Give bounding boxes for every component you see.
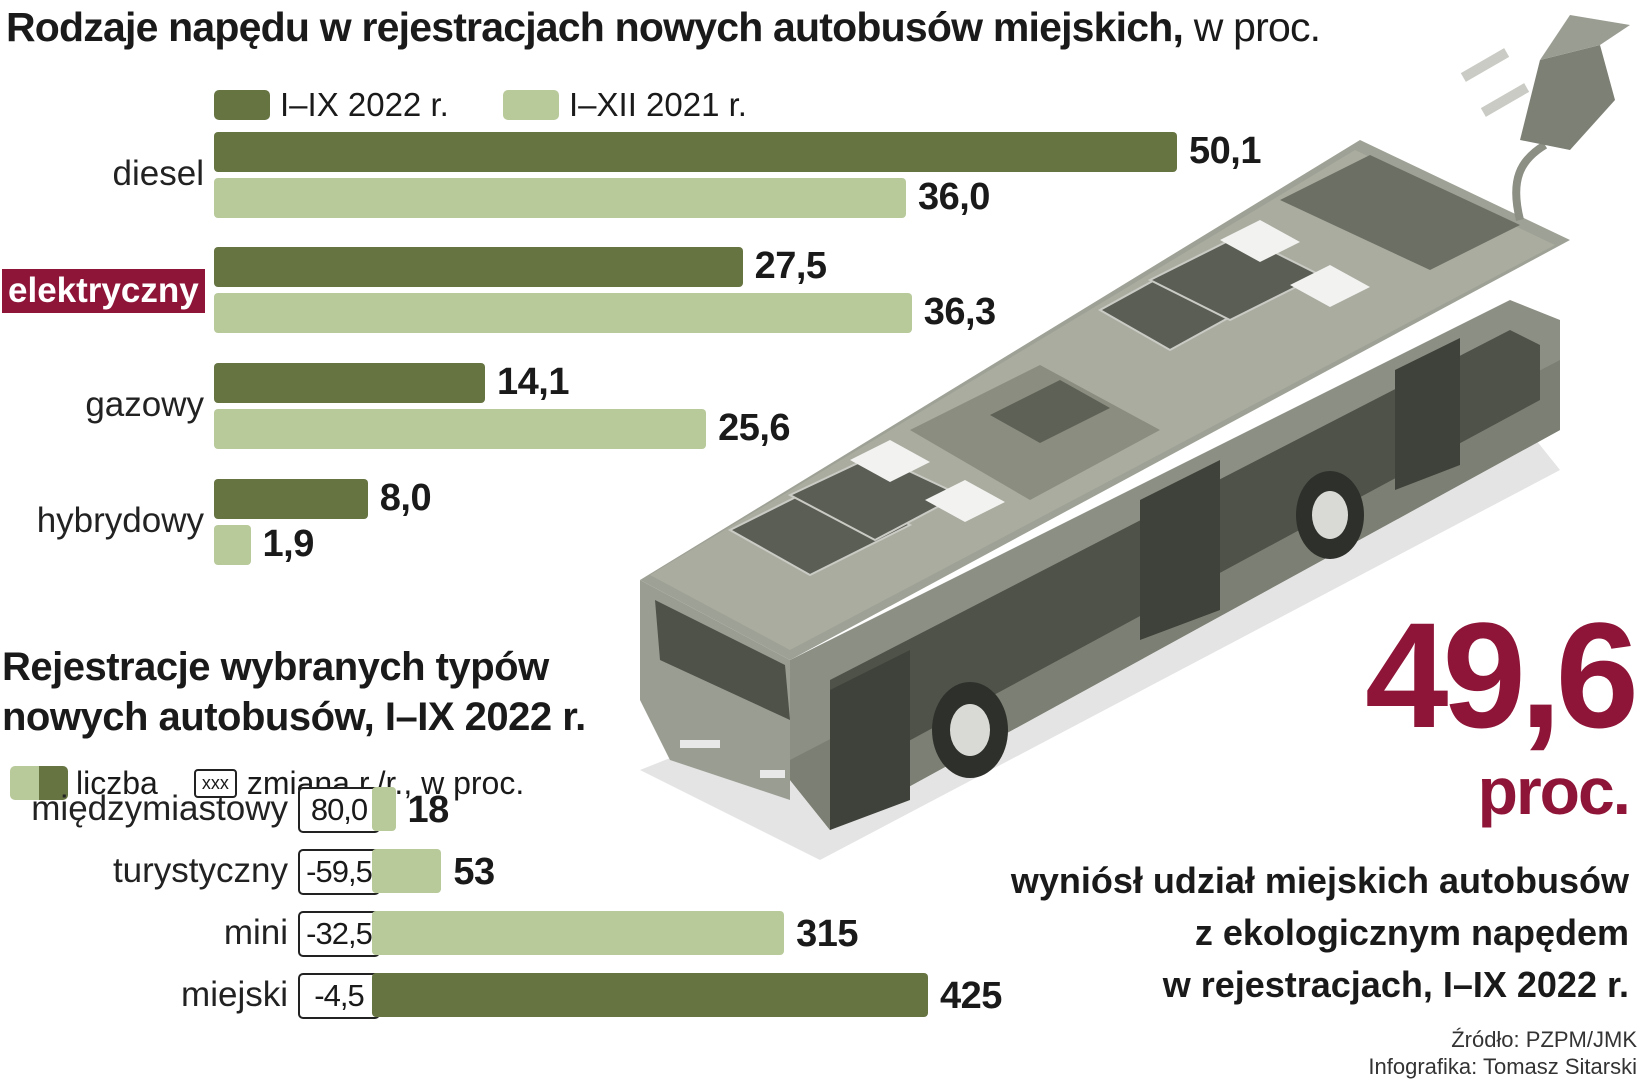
highlight-caption-line-2: z ekologicznym napędem xyxy=(1194,912,1629,953)
value-label-hybrydowy-1: 1,9 xyxy=(262,523,315,565)
value-label-gazowy-1: 25,6 xyxy=(718,407,791,449)
value-label-gazowy-0: 14,1 xyxy=(497,361,569,403)
footer: Źródło: PZPM/JMK Infografika: Tomasz Sit… xyxy=(1368,1026,1637,1080)
bar-elektryczny-1 xyxy=(214,293,912,333)
legend-label-2021: I–XII 2021 r. xyxy=(569,86,747,123)
legend-swatch-2021 xyxy=(503,90,559,120)
bar-elektryczny-0 xyxy=(214,247,743,287)
roof-unit-back xyxy=(1280,155,1520,270)
value-label-diesel-1: 36,0 xyxy=(917,176,990,218)
bar-hybrydowy-1 xyxy=(214,525,251,565)
credit-text: Infografika: Tomasz Sitarski xyxy=(1368,1054,1637,1079)
value-label-hybrydowy-0: 8,0 xyxy=(379,477,432,519)
source-text: Źródło: PZPM/JMK xyxy=(1451,1027,1637,1052)
type-label-turystyczny: turystyczny xyxy=(112,851,288,890)
legend-label-2022: I–IX 2022 r. xyxy=(280,86,449,123)
bar-gazowy-1 xyxy=(214,409,707,449)
value-label-diesel-0: 50,1 xyxy=(1189,130,1261,172)
bar-turystyczny xyxy=(372,849,442,893)
chart1-title-main: Rodzaje napędu w rejestracjach nowych au… xyxy=(6,4,1184,50)
category-label-elektryczny: elektryczny xyxy=(2,269,205,313)
legend-item-2021: I–XII 2021 r. xyxy=(503,86,747,123)
highlight-unit: proc. xyxy=(1477,754,1631,828)
type-label-miejski: miejski xyxy=(181,975,288,1014)
chart2-title: Rejestracje wybranych typów nowych autob… xyxy=(2,645,586,739)
bar-mini xyxy=(372,911,785,955)
chart1-title: Rodzaje napędu w rejestracjach nowych au… xyxy=(6,4,1486,51)
value-label-międzymiastowy: 18 xyxy=(407,789,450,831)
highlight-caption: wyniósł udział miejskich autobusów z eko… xyxy=(989,855,1629,1011)
solar-panel-icon xyxy=(727,220,1370,577)
category-label-gazowy: gazowy xyxy=(85,385,204,424)
bus-illustration xyxy=(640,15,1630,860)
legend-item-2022: I–IX 2022 r. xyxy=(214,86,449,123)
change-box-turystyczny: -59,5 xyxy=(298,849,380,895)
legend-count-label: liczba xyxy=(76,764,158,801)
chart1-title-unit: w proc. xyxy=(1193,4,1321,50)
change-box-miejski: -4,5 xyxy=(298,973,380,1019)
highlight-caption-line-3: w rejestracjach, I–IX 2022 r. xyxy=(1162,964,1629,1005)
bar-hybrydowy-0 xyxy=(214,479,368,519)
legend-count-swatch xyxy=(10,766,68,800)
value-label-mini: 315 xyxy=(796,913,858,955)
value-label-elektryczny-1: 36,3 xyxy=(923,291,996,333)
change-box-międzymiastowy: 80,0 xyxy=(298,787,380,833)
bar-diesel-1 xyxy=(214,178,906,218)
bar-diesel-0 xyxy=(214,132,1177,172)
change-box-mini: -32,5 xyxy=(298,911,380,957)
bar-gazowy-0 xyxy=(214,363,486,403)
legend-swatch-2022 xyxy=(214,90,270,120)
value-label-elektryczny-0: 27,5 xyxy=(754,245,827,287)
type-label-międzymiastowy: międzymiastowy xyxy=(31,789,288,828)
value-label-turystyczny: 53 xyxy=(453,851,495,893)
category-label-hybrydowy: hybrydowy xyxy=(36,501,204,540)
type-label-mini: mini xyxy=(223,913,288,952)
highlight-caption-line-1: wyniósł udział miejskich autobusów xyxy=(1010,860,1629,901)
legend-change-sample: xxx xyxy=(193,768,237,798)
value-label-miejski: 425 xyxy=(940,975,1002,1017)
bar-międzymiastowy xyxy=(372,787,396,831)
category-label-diesel: diesel xyxy=(112,154,204,193)
plug-icon xyxy=(1460,15,1630,221)
bar-miejski xyxy=(372,973,928,1017)
highlight-value: 49,6 xyxy=(1365,591,1639,759)
